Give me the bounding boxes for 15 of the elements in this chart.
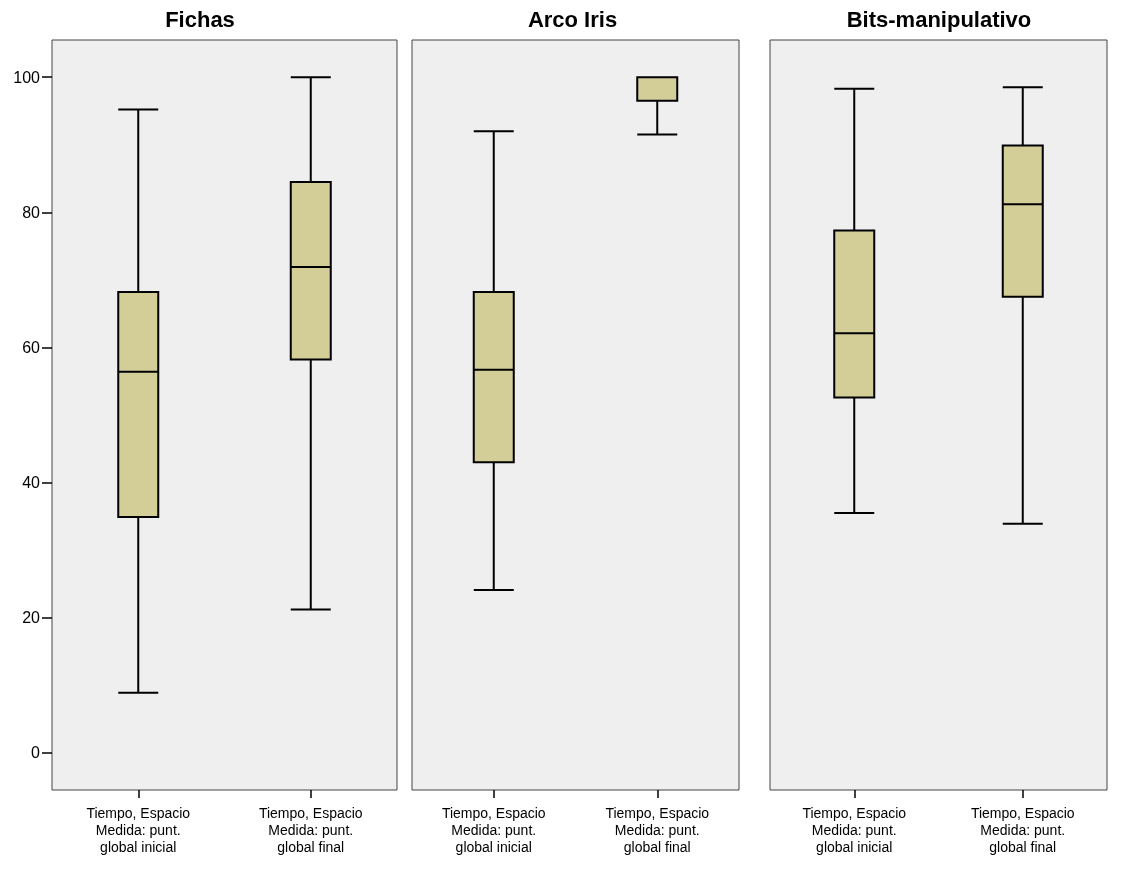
y-tick-label: 0 xyxy=(31,744,41,762)
x-tick-label: Tiempo, Espacio Medida: punt. global inicial xyxy=(86,804,191,855)
chart-title: Arco Iris xyxy=(527,6,618,32)
x-tick-label: Tiempo, Espacio Medida: punt. global final xyxy=(970,804,1075,855)
chart-title: Bits-manipulativo xyxy=(846,6,1032,32)
y-tick-label: 60 xyxy=(22,338,41,356)
x-tick-label: Tiempo, Espacio Medida: punt. global inicial xyxy=(441,804,546,855)
y-tick-label: 40 xyxy=(22,474,41,492)
y-tick-label: 20 xyxy=(22,609,41,627)
x-tick-label: Tiempo, Espacio Medida: punt. global inicial xyxy=(802,804,907,855)
chart-title: Fichas xyxy=(165,6,235,32)
y-tick-label: 100 xyxy=(13,68,41,86)
x-tick-label: Tiempo, Espacio Medida: punt. global final xyxy=(605,804,710,855)
x-tick-label: Tiempo, Espacio Medida: punt. global final xyxy=(258,804,363,855)
y-tick-label: 80 xyxy=(22,203,41,221)
